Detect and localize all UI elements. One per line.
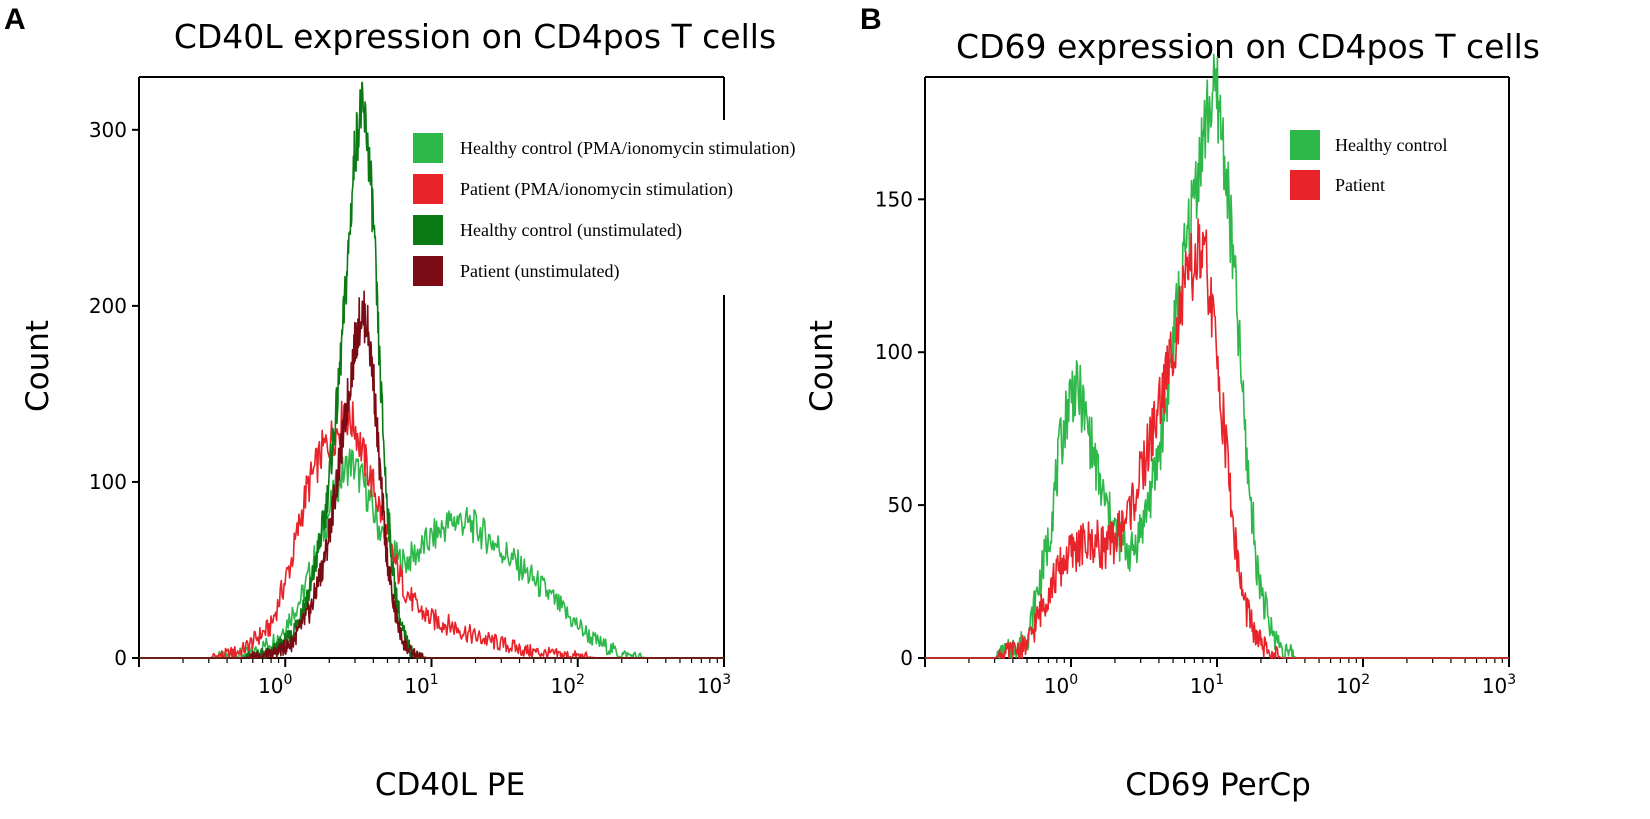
legend-swatch (1290, 130, 1320, 160)
x-tick-label: 101 (404, 672, 438, 698)
series-line (139, 448, 724, 659)
series-line (139, 399, 724, 659)
x-tick-label: 100 (258, 672, 292, 698)
legend-swatch (413, 215, 443, 245)
panel-a-y-axis-label: Count (20, 320, 56, 412)
x-tick-label: 102 (1336, 672, 1370, 698)
panel-a-title: CD40L expression on CD4pos T cells (174, 17, 776, 56)
series-line (139, 81, 724, 659)
legend-label: Healthy control (PMA/ionomycin stimulati… (460, 138, 795, 159)
legend-background (403, 120, 739, 295)
y-tick-label: 150 (875, 187, 913, 211)
x-tick-label: 100 (1044, 672, 1078, 698)
y-tick-label: 100 (875, 340, 913, 364)
y-tick-label: 0 (114, 646, 127, 670)
legend-swatch (413, 174, 443, 204)
series-line (925, 218, 1509, 659)
panel-b-letter: B (860, 3, 882, 36)
legend-label: Patient (1335, 175, 1385, 195)
x-tick-label: 102 (551, 672, 585, 698)
legend-swatch (1290, 170, 1320, 200)
series-line (139, 290, 724, 659)
legend-label: Patient (PMA/ionomycin stimulation) (460, 179, 733, 200)
y-tick-label: 50 (888, 493, 913, 517)
y-tick-label: 200 (89, 294, 127, 318)
panel-b-title: CD69 expression on CD4pos T cells (956, 27, 1540, 66)
panel-a-letter: A (4, 3, 26, 36)
panel-a-x-axis-label: CD40L PE (375, 767, 525, 803)
legend-swatch (413, 256, 443, 286)
legend-label: Patient (unstimulated) (460, 261, 619, 282)
x-tick-label: 103 (1482, 672, 1516, 698)
panel-a: A CD40L expression on CD4pos T cells CD4… (4, 3, 795, 803)
y-tick-label: 100 (89, 470, 127, 494)
y-tick-label: 300 (89, 118, 127, 142)
panel-b-y-axis-label: Count (804, 320, 840, 412)
x-tick-label: 101 (1190, 672, 1224, 698)
series-line (925, 53, 1509, 659)
x-tick-label: 103 (697, 672, 731, 698)
legend-swatch (413, 133, 443, 163)
panel-b-x-axis-label: CD69 PerCp (1125, 767, 1311, 803)
legend-label: Healthy control (unstimulated) (460, 220, 682, 241)
legend-label: Healthy control (1335, 135, 1447, 155)
panel-b: B CD69 expression on CD4pos T cells CD69… (804, 3, 1540, 803)
y-tick-label: 0 (900, 646, 913, 670)
